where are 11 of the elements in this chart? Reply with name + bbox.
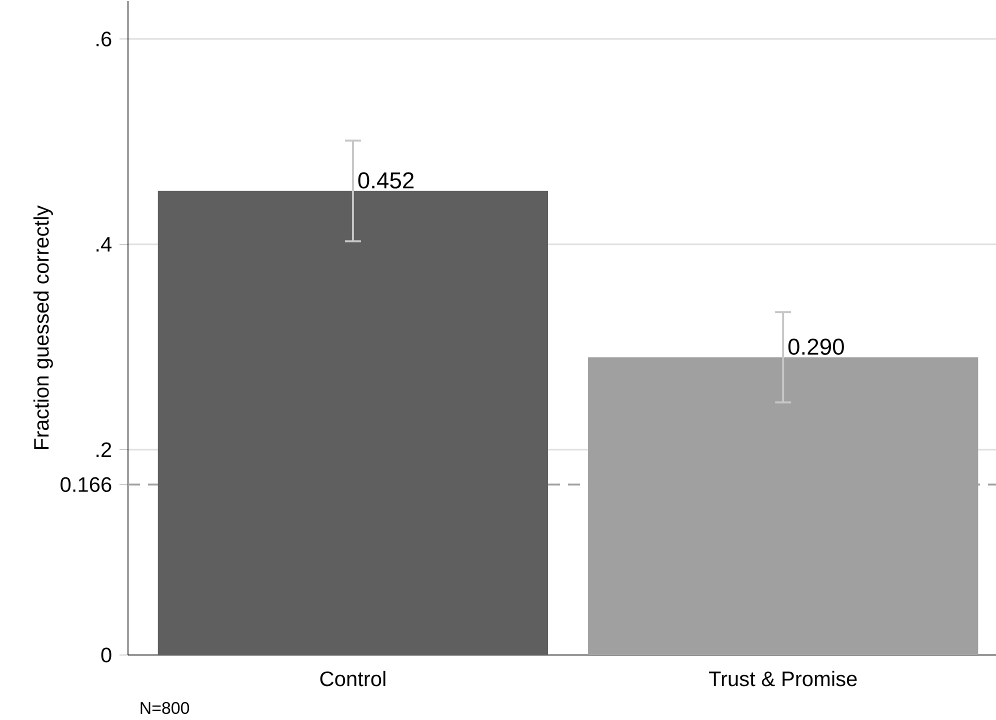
ref-line-label: 0.166 — [60, 477, 112, 492]
x-tick-label: Trust & Promise — [708, 670, 857, 686]
y-tick-label: .6 — [96, 32, 112, 46]
y-tick-label: 0 — [101, 648, 112, 662]
data-label: 0.290 — [788, 338, 844, 355]
y-axis-title: Fraction guessed correctly — [33, 205, 53, 449]
data-label: 0.452 — [358, 172, 414, 189]
y-tick-label: .4 — [96, 237, 112, 252]
x-tick-label: Control — [320, 670, 386, 686]
text: N=800 — [140, 702, 190, 714]
y-tick-label: .2 — [96, 442, 112, 457]
